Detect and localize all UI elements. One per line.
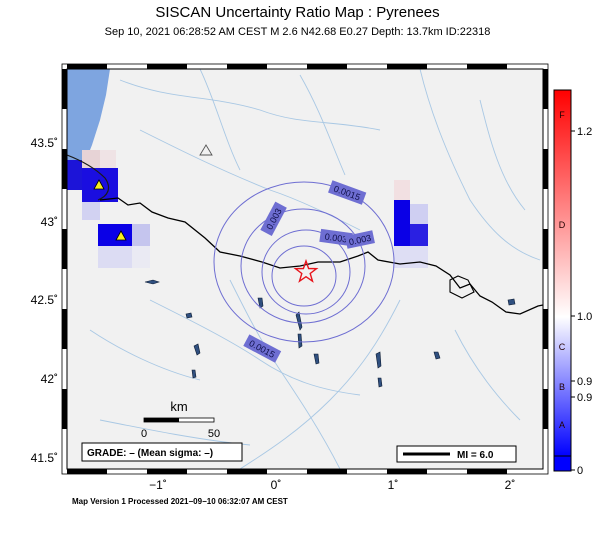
- lat-tick-label: 42˚: [41, 372, 58, 386]
- uncertainty-cells: [67, 150, 428, 268]
- lon-tick-label: 2˚: [505, 478, 516, 492]
- colorbar-letter: B: [559, 382, 565, 392]
- colorbar: F D C B A 1.2 1.0 0.9 0.9 0: [553, 89, 592, 477]
- lat-tick-label: 43˚: [41, 215, 58, 229]
- stations[interactable]: [93, 144, 213, 241]
- colorbar-value: 0: [577, 465, 583, 477]
- contour-label-3: 0.003: [324, 231, 348, 244]
- colorbar-letter: D: [559, 220, 566, 230]
- event-subtitle: Sep 10, 2021 06:28:52 AM CEST M 2.6 N42.…: [104, 26, 491, 38]
- lat-tick-label: 43.5˚: [31, 136, 58, 150]
- sea-area: [67, 69, 110, 183]
- coastline: [67, 154, 110, 201]
- epicenter-star-icon[interactable]: [293, 258, 319, 283]
- lakes: [144, 279, 516, 388]
- mi-legend-text: MI = 6.0: [457, 450, 494, 461]
- colorbar-letter: C: [559, 342, 566, 352]
- station-triangle-icon: [199, 144, 213, 156]
- lon-tick-label: 1˚: [388, 478, 399, 492]
- country-border: [99, 197, 543, 315]
- station-triangle-icon: [115, 230, 127, 241]
- scale-bar-title: km: [170, 399, 187, 414]
- colorbar-letter: F: [559, 110, 565, 120]
- grade-text: GRADE: – (Mean sigma: –): [87, 448, 213, 459]
- lon-tick-label: 0˚: [271, 478, 282, 492]
- lat-tick-label: 42.5˚: [31, 293, 58, 307]
- map-frame: [61, 63, 549, 475]
- scale-bar-tick: 50: [208, 428, 220, 440]
- map-area[interactable]: [67, 69, 543, 469]
- station-triangle-icon: [93, 179, 105, 190]
- footer-text: Map Version 1 Processed 2021−09−10 06:32…: [72, 497, 288, 506]
- mi-legend: MI = 6.0: [396, 445, 517, 463]
- colorbar-value: 0.9: [577, 376, 592, 388]
- axis-labels: 43.5˚ 43˚ 42.5˚ 42˚ 41.5˚ −1˚ 0˚ 1˚ 2˚: [31, 136, 516, 492]
- uncertainty-contours: [213, 181, 395, 343]
- colorbar-value: 1.0: [577, 311, 592, 323]
- colorbar-value: 1.2: [577, 126, 592, 138]
- scale-bar-tick: 0: [141, 428, 147, 440]
- contour-label-4: 0.003: [348, 233, 372, 247]
- map-title: SISCAN Uncertainty Ratio Map : Pyrenees: [155, 4, 440, 21]
- colorbar-letter: A: [559, 420, 565, 430]
- andorra-border: [449, 275, 475, 299]
- rivers: [89, 69, 541, 469]
- grade-box: GRADE: – (Mean sigma: –): [81, 442, 243, 462]
- lon-tick-label: −1˚: [149, 478, 167, 492]
- land-background: [67, 69, 543, 469]
- colorbar-value: 0.9: [577, 392, 592, 404]
- lat-tick-label: 41.5˚: [31, 451, 58, 465]
- scale-bar: km 0 50: [141, 399, 220, 440]
